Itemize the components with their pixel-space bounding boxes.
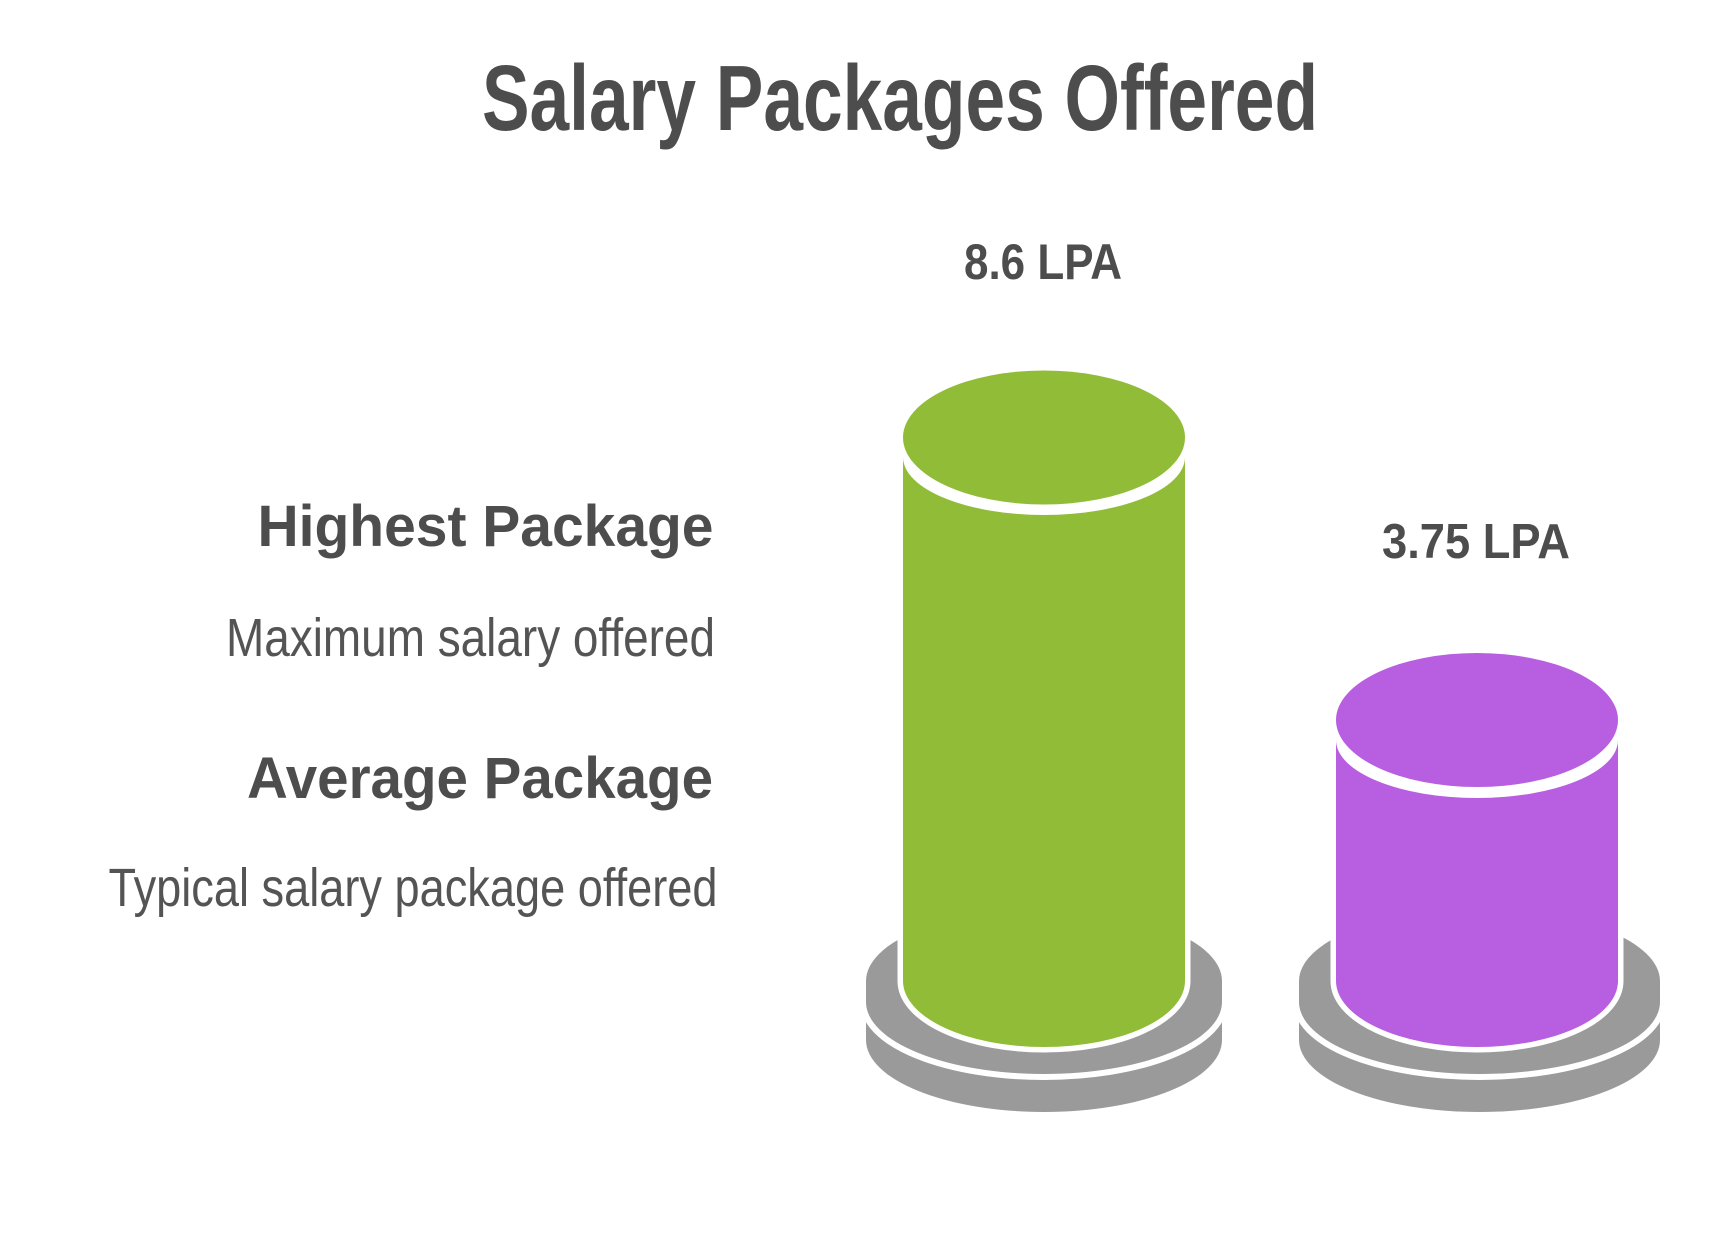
svg-text:8.6 LPA: 8.6 LPA bbox=[964, 234, 1122, 290]
svg-text:Average Package: Average Package bbox=[247, 746, 713, 811]
svg-text:Maximum salary offered: Maximum salary offered bbox=[226, 608, 715, 668]
svg-text:Salary Packages Offered: Salary Packages Offered bbox=[482, 46, 1318, 150]
svg-text:3.75 LPA: 3.75 LPA bbox=[1382, 515, 1570, 569]
svg-text:Typical salary package offered: Typical salary package offered bbox=[109, 859, 718, 918]
svg-text:Highest Package: Highest Package bbox=[258, 494, 714, 559]
